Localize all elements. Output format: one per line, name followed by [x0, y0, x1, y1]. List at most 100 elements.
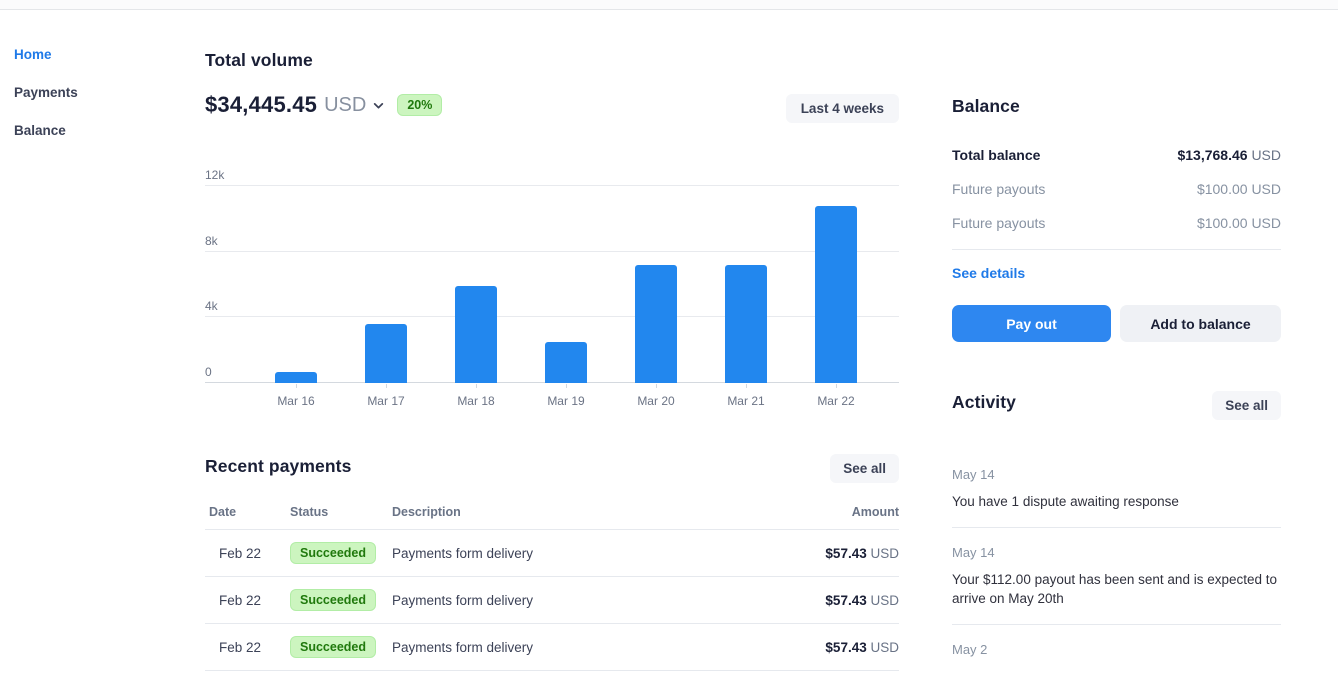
gridline: [205, 185, 899, 186]
total-volume-amount: $34,445.45: [205, 92, 318, 117]
x-axis-tick-mark: [746, 384, 747, 388]
payments-table-header: Date Status Description Amount: [205, 504, 899, 530]
currency-selector[interactable]: USD: [324, 94, 385, 117]
chevron-down-icon: [372, 99, 385, 112]
balance-section: Balance Total balance $13,768.46 USD Fut…: [952, 96, 1281, 342]
activity-see-all-button[interactable]: See all: [1212, 391, 1281, 420]
x-axis-tick-label: Mar 17: [367, 394, 405, 408]
chart-bar[interactable]: [725, 264, 767, 383]
x-axis-tick-label: Mar 22: [817, 394, 855, 408]
chart-bar[interactable]: [545, 341, 587, 383]
payment-currency: USD: [870, 545, 899, 561]
activity-list: May 14 You have 1 dispute awaiting respo…: [952, 450, 1281, 673]
currency-label: USD: [324, 93, 367, 116]
x-axis-tick-label: Mar 16: [277, 394, 315, 408]
gridline: [205, 250, 899, 252]
column-header-status: Status: [290, 505, 329, 519]
balance-row-amount: $100.00: [1196, 181, 1248, 197]
activity-date: May 2: [952, 642, 988, 657]
balance-rows: Total balance $13,768.46 USD Future payo…: [952, 138, 1281, 240]
payment-date: Feb 22: [219, 592, 262, 608]
payment-description: Payments form delivery: [392, 592, 534, 608]
sidebar-item-balance[interactable]: Balance: [14, 123, 66, 138]
table-row[interactable]: Feb 22 Succeeded Payments form delivery …: [205, 577, 899, 624]
x-axis-tick-label: Mar 20: [637, 394, 675, 408]
total-volume-amount-row: $34,445.45 USD 20%: [205, 92, 443, 118]
chart-bar[interactable]: [275, 371, 317, 383]
y-axis-tick-label: 8k: [205, 233, 218, 248]
chart-bar[interactable]: [635, 264, 677, 383]
balance-row-total: Total balance $13,768.46 USD: [952, 138, 1281, 172]
x-axis-tick-mark: [476, 384, 477, 388]
payment-amount: $57.43: [825, 592, 867, 608]
list-item: May 2: [952, 625, 1281, 673]
balance-row-currency: USD: [1251, 147, 1281, 163]
x-axis-tick-label: Mar 21: [727, 394, 765, 408]
recent-payments-title: Recent payments: [205, 456, 352, 476]
activity-date: May 14: [952, 545, 995, 560]
balance-row-currency: USD: [1251, 181, 1281, 197]
x-axis-tick-mark: [296, 384, 297, 388]
x-axis-tick-mark: [566, 384, 567, 388]
x-axis-tick-label: Mar 19: [547, 394, 585, 408]
bar-chart: 0 4k 8k 12k Mar 16 Mar 17 Mar 18 Mar 19 Mar 20 Ma…: [205, 168, 899, 408]
chart-bar[interactable]: [455, 286, 497, 383]
status-badge: Succeeded: [290, 636, 377, 658]
total-volume-section: Total volume $34,445.45 USD 20% Last 4 w…: [205, 50, 899, 408]
activity-section: Activity See all May 14 You have 1 dispu…: [952, 391, 1281, 673]
change-badge: 20%: [397, 94, 443, 116]
balance-row-currency: USD: [1251, 215, 1281, 231]
payment-date: Feb 22: [219, 639, 262, 655]
x-axis-tick-mark: [386, 384, 387, 388]
payment-currency: USD: [870, 592, 899, 608]
activity-text: You have 1 dispute awaiting response: [952, 494, 1179, 509]
list-item: May 14 You have 1 dispute awaiting respo…: [952, 450, 1281, 528]
list-item: May 14 Your $112.00 payout has been sent…: [952, 528, 1281, 625]
sidebar-item-payments[interactable]: Payments: [14, 85, 78, 100]
activity-date: May 14: [952, 467, 995, 482]
x-axis-tick-label: Mar 18: [457, 394, 495, 408]
y-axis-tick-label: 4k: [205, 299, 218, 314]
table-row[interactable]: Feb 22 Succeeded Payments form delivery …: [205, 530, 899, 577]
payment-description: Payments form delivery: [392, 639, 534, 655]
date-range-button[interactable]: Last 4 weeks: [785, 94, 899, 123]
y-axis-tick-label: 12k: [205, 168, 225, 182]
divider: [952, 249, 1281, 250]
balance-row-label: Future payouts: [952, 181, 1046, 197]
balance-row-amount: $13,768.46: [1177, 147, 1248, 163]
y-axis-tick-label: 0: [205, 365, 212, 379]
activity-text: Your $112.00 payout has been sent and is…: [952, 572, 1278, 606]
window-chrome-strip: [0, 0, 1338, 10]
payment-description: Payments form delivery: [392, 545, 534, 561]
pay-out-button[interactable]: Pay out: [952, 305, 1111, 342]
column-header-date: Date: [209, 505, 237, 519]
balance-row-amount: $100.00: [1196, 215, 1248, 231]
balance-row-label: Future payouts: [952, 215, 1046, 231]
balance-title: Balance: [952, 96, 1020, 116]
sidebar: Home Payments Balance: [14, 47, 164, 161]
table-row[interactable]: Feb 22 Succeeded Payments form delivery …: [205, 624, 899, 671]
sidebar-item-home[interactable]: Home: [14, 47, 52, 62]
add-to-balance-button[interactable]: Add to balance: [1120, 305, 1281, 342]
payment-date: Feb 22: [219, 545, 262, 561]
activity-title: Activity: [952, 392, 1017, 412]
balance-row-label: Total balance: [952, 147, 1041, 163]
chart-bar[interactable]: [815, 205, 857, 383]
see-details-link[interactable]: See details: [952, 265, 1026, 281]
recent-payments-see-all-button[interactable]: See all: [830, 454, 899, 483]
payment-currency: USD: [870, 639, 899, 655]
payments-table: Date Status Description Amount Feb 22 Su…: [205, 504, 899, 671]
column-header-amount: Amount: [851, 505, 899, 519]
balance-row-future-payouts: Future payouts $100.00 USD: [952, 172, 1281, 206]
status-badge: Succeeded: [290, 589, 377, 611]
balance-row-future-payouts: Future payouts $100.00 USD: [952, 206, 1281, 240]
x-axis-tick-mark: [656, 384, 657, 388]
status-badge: Succeeded: [290, 542, 377, 564]
payment-amount: $57.43: [825, 545, 867, 561]
balance-actions: Pay out Add to balance: [952, 305, 1281, 342]
x-axis-tick-mark: [836, 384, 837, 388]
chart-bar[interactable]: [365, 323, 407, 383]
gridline: [205, 316, 899, 318]
column-header-description: Description: [392, 505, 461, 519]
